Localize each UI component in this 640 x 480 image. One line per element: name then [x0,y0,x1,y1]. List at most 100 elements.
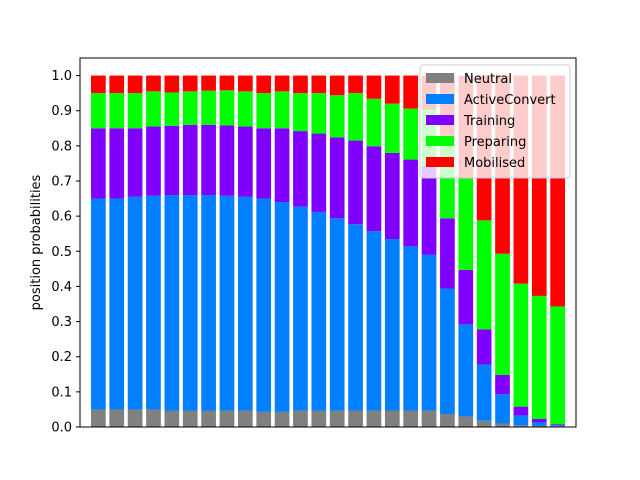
bar-activeconvert-1 [91,198,106,410]
legend-box [419,64,571,179]
bar-training-17 [384,152,400,239]
bar-neutral-10 [256,411,272,427]
bar-training-3 [127,128,143,197]
y-tick-label: 0.5 [51,245,72,260]
bar-neutral-15 [348,410,363,427]
bar-training-18 [403,159,419,247]
bar-neutral-24 [513,425,529,427]
bar-preparing-17 [384,103,400,153]
bar-mobilised-2 [109,75,125,94]
bar-training-23 [495,374,510,395]
bar-neutral-6 [182,410,198,427]
bar-mobilised-16 [366,75,382,99]
bar-activeconvert-8 [219,195,235,411]
bar-preparing-1 [91,93,106,129]
bar-mobilised-13 [311,75,327,94]
bar-preparing-11 [274,91,290,129]
bar-neutral-7 [201,410,216,427]
bar-preparing-7 [201,90,216,125]
y-tick-label: 0.7 [51,175,72,190]
legend-label-preparing: Preparing [464,135,526,150]
axes-frame [79,57,577,428]
bar-mobilised-12 [293,75,308,94]
legend-swatch-mobilised [426,157,454,167]
y-tick-label: 1.0 [51,69,72,84]
y-tick-label: 0.2 [51,350,72,365]
bar-training-10 [256,128,272,199]
bar-activeconvert-18 [403,246,419,411]
bar-activeconvert-21 [458,324,474,417]
bar-preparing-3 [127,93,143,129]
bar-training-16 [366,146,382,232]
legend: Neutral ActiveConvert Training Preparing Mob… [419,64,571,179]
bar-preparing-23 [495,253,510,375]
bar-activeconvert-24 [513,415,529,426]
bar-activeconvert-25 [531,422,547,426]
y-tick-label: 0.9 [51,104,72,119]
bar-activeconvert-14 [329,218,345,411]
bar-training-25 [531,418,547,423]
y-tick-label: 0.8 [51,139,72,154]
bar-neutral-8 [219,410,235,427]
bar-preparing-6 [182,91,198,125]
y-tick-label: 0.0 [51,421,72,436]
bar-preparing-9 [237,91,253,127]
bar-training-12 [293,131,308,207]
bar-activeconvert-3 [127,196,143,410]
bar-mobilised-4 [146,75,161,92]
bar-preparing-25 [531,295,547,419]
bar-activeconvert-17 [384,238,400,411]
bar-training-1 [91,128,106,199]
bar-neutral-18 [403,410,419,427]
bar-mobilised-18 [403,75,419,109]
bar-neutral-19 [421,410,437,427]
bar-mobilised-14 [329,75,345,96]
bar-activeconvert-5 [164,195,180,411]
bar-training-8 [219,125,235,196]
bar-mobilised-15 [348,75,363,94]
legend-label-mobilised: Mobilised [464,156,525,171]
bar-mobilised-3 [127,75,143,94]
bar-training-13 [311,133,327,212]
y-tick-label: 0.4 [51,280,72,295]
bar-preparing-12 [293,93,308,132]
bar-neutral-20 [440,414,455,427]
bar-neutral-16 [366,410,382,427]
bar-activeconvert-7 [201,195,216,411]
bar-neutral-1 [91,409,106,427]
bar-training-4 [146,126,161,196]
bar-neutral-9 [237,410,253,427]
bar-activeconvert-2 [109,198,125,410]
bar-preparing-24 [513,283,529,407]
bar-activeconvert-9 [237,196,253,411]
bar-training-24 [513,406,529,416]
bar-training-14 [329,137,345,219]
bar-preparing-16 [366,98,382,147]
bar-mobilised-10 [256,75,272,94]
bar-preparing-13 [311,93,327,134]
bar-activeconvert-16 [366,231,382,411]
bar-activeconvert-10 [256,198,272,412]
bar-preparing-8 [219,90,235,126]
bar-neutral-5 [164,410,180,427]
bar-neutral-12 [293,410,308,427]
bar-neutral-2 [109,409,125,427]
bar-neutral-21 [458,416,474,427]
bar-activeconvert-15 [348,224,363,411]
bar-neutral-3 [127,409,143,427]
bar-neutral-25 [531,425,547,427]
bar-neutral-13 [311,410,327,427]
legend-swatch-activeconvert [426,94,454,104]
legend-label-neutral: Neutral [464,72,512,87]
bar-neutral-17 [384,410,400,427]
bar-activeconvert-22 [476,364,492,421]
bar-mobilised-8 [219,75,235,91]
bar-preparing-18 [403,108,419,160]
bar-training-20 [440,218,455,289]
bar-neutral-11 [274,411,290,427]
bar-activeconvert-19 [421,254,437,411]
bar-preparing-5 [164,92,180,126]
bar-training-7 [201,124,216,196]
